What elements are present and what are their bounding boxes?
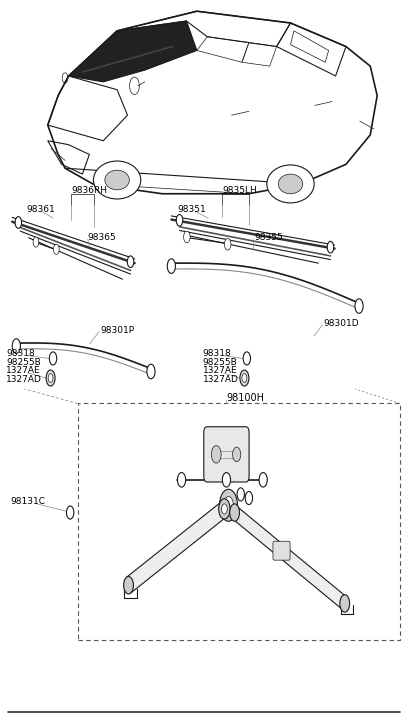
Circle shape: [177, 473, 186, 487]
Text: 9835LH: 9835LH: [222, 186, 257, 195]
Circle shape: [127, 256, 134, 268]
Bar: [78, 403, 400, 640]
Ellipse shape: [105, 170, 129, 190]
Circle shape: [240, 370, 249, 386]
Circle shape: [224, 497, 233, 514]
Text: 98355: 98355: [254, 233, 283, 242]
Text: 1327AD: 1327AD: [6, 375, 42, 384]
FancyBboxPatch shape: [204, 427, 249, 482]
Text: 98255B: 98255B: [203, 358, 237, 366]
Ellipse shape: [278, 174, 303, 193]
Circle shape: [220, 489, 237, 521]
Polygon shape: [233, 506, 346, 610]
Circle shape: [67, 506, 74, 519]
Circle shape: [147, 364, 155, 379]
Circle shape: [124, 577, 133, 594]
Text: 1327AE: 1327AE: [203, 366, 237, 375]
Text: 98100H: 98100H: [226, 393, 264, 403]
Ellipse shape: [267, 165, 314, 203]
Polygon shape: [126, 501, 226, 593]
Circle shape: [230, 504, 239, 521]
Text: 98351: 98351: [177, 205, 206, 214]
Text: 98301D: 98301D: [323, 319, 359, 328]
Text: 98255B: 98255B: [6, 358, 41, 366]
Circle shape: [242, 374, 247, 382]
Text: 1327AE: 1327AE: [6, 366, 41, 375]
Text: 98361: 98361: [27, 205, 55, 214]
Circle shape: [184, 231, 190, 243]
Circle shape: [211, 446, 221, 463]
Circle shape: [167, 259, 175, 273]
Circle shape: [53, 244, 59, 254]
Text: 98301P: 98301P: [100, 326, 134, 334]
Circle shape: [12, 339, 20, 353]
Circle shape: [219, 499, 230, 519]
Circle shape: [222, 473, 231, 487]
Text: 98318: 98318: [203, 349, 231, 358]
Circle shape: [176, 214, 183, 226]
Circle shape: [259, 473, 267, 487]
Circle shape: [355, 299, 363, 313]
Polygon shape: [69, 21, 197, 82]
Text: 98318: 98318: [6, 349, 35, 358]
Circle shape: [243, 352, 251, 365]
Text: 98131C: 98131C: [10, 497, 45, 506]
Text: 1327AD: 1327AD: [203, 375, 239, 384]
Text: 98365: 98365: [88, 233, 116, 242]
Circle shape: [48, 374, 53, 382]
Circle shape: [233, 447, 241, 462]
Circle shape: [33, 237, 39, 247]
Circle shape: [222, 504, 227, 514]
Circle shape: [340, 595, 350, 612]
Circle shape: [327, 241, 334, 253]
Circle shape: [46, 370, 55, 386]
Circle shape: [15, 217, 22, 228]
Circle shape: [237, 488, 244, 501]
Text: 9836RH: 9836RH: [71, 186, 107, 195]
Circle shape: [49, 352, 57, 365]
Circle shape: [245, 491, 253, 505]
Circle shape: [224, 238, 231, 250]
Ellipse shape: [93, 161, 141, 199]
FancyBboxPatch shape: [273, 541, 290, 560]
